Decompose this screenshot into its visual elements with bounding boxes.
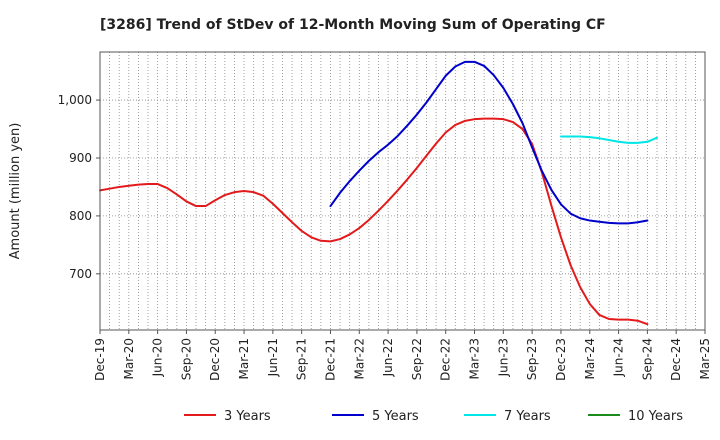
y-axis-title: Amount (million yen): [8, 123, 23, 260]
x-tick-label: Mar-25: [698, 338, 712, 379]
x-tick-label: Mar-23: [468, 338, 482, 379]
legend: 3 Years 5 Years 7 Years 10 Years: [184, 409, 683, 424]
x-tick-label: Jun-22: [381, 338, 395, 377]
x-tick-label: Jun-20: [151, 338, 165, 377]
plot-frame: [99, 51, 706, 331]
grid: [100, 52, 705, 330]
x-tick-label: Mar-20: [122, 338, 136, 379]
x-tick-label: Dec-23: [554, 338, 568, 381]
x-tick-label: Jun-24: [612, 338, 626, 377]
y-tick-label: 700: [69, 267, 92, 281]
x-tick-label: Dec-24: [669, 338, 683, 381]
x-tick-label: Dec-20: [208, 338, 222, 381]
x-tick-label: Sep-23: [525, 338, 539, 380]
y-tick-label: 900: [69, 151, 92, 165]
x-tick-label: Mar-24: [583, 338, 597, 379]
legend-label-7-years: 7 Years: [504, 409, 551, 424]
series-layer: [99, 60, 658, 326]
plot-background: [100, 52, 705, 330]
x-tick-label: Dec-19: [93, 338, 107, 381]
chart-title: [3286] Trend of StDev of 12-Month Moving…: [100, 17, 606, 33]
y-tick-label: 800: [69, 209, 92, 223]
x-tick-label: Dec-21: [323, 338, 337, 381]
legend-label-10-years: 10 Years: [628, 409, 683, 424]
series-line-3-years: [99, 117, 649, 326]
x-tick-label: Mar-21: [237, 338, 251, 379]
series-line-7-years: [559, 135, 658, 144]
x-tick-label: Mar-22: [352, 338, 366, 379]
x-tick-label: Sep-20: [179, 338, 193, 380]
plot-area: [100, 52, 705, 330]
legend-label-5-years: 5 Years: [372, 409, 419, 424]
series-line-5-years: [329, 60, 649, 225]
x-tick-label: Sep-21: [295, 338, 309, 380]
x-tick-label: Sep-24: [640, 338, 654, 380]
x-tick-label: Sep-22: [410, 338, 424, 380]
y-tick-label: 1,000: [58, 93, 92, 107]
legend-label-3-years: 3 Years: [224, 409, 271, 424]
x-tick-label: Jun-21: [266, 338, 280, 377]
x-tick-label: Dec-22: [439, 338, 453, 381]
y-axis: 700 800 900 1,000: [58, 93, 100, 281]
x-tick-label: Jun-23: [496, 338, 510, 377]
plot-border: [99, 51, 706, 331]
x-axis: Dec-19 Mar-20 Jun-20 Sep-20 Dec-20 Mar-21 Jun-…: [93, 330, 712, 381]
